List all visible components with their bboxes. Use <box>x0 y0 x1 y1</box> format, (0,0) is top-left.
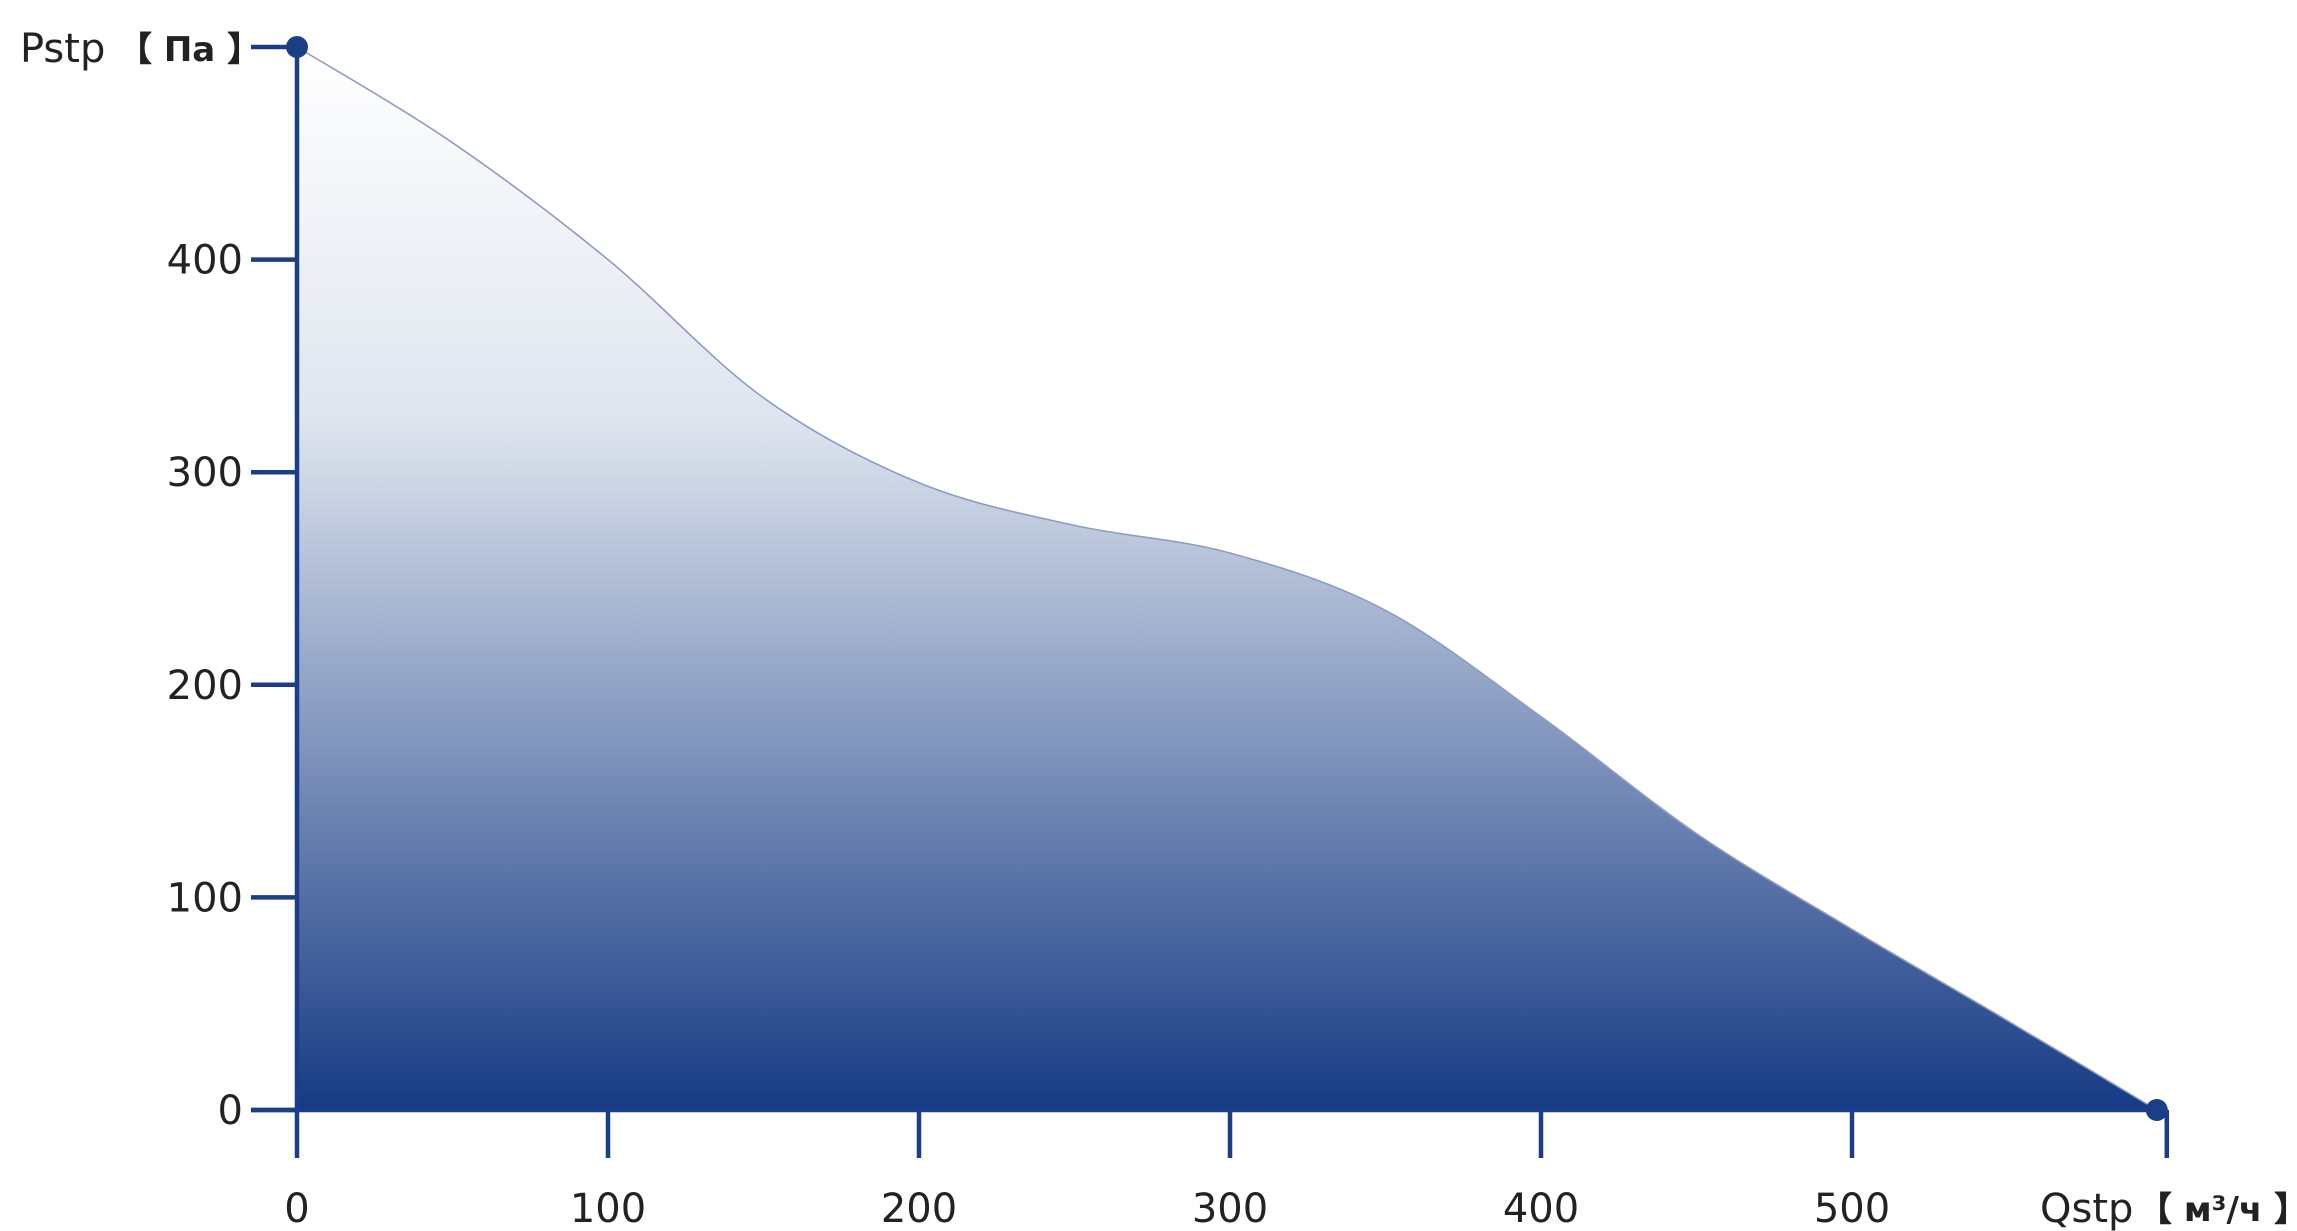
y-tick-label: 0 <box>218 1088 243 1134</box>
x-tick-label: 200 <box>881 1186 957 1231</box>
y-tick-label: 200 <box>167 663 243 709</box>
x-tick-label: 300 <box>1192 1186 1268 1231</box>
y-tick-label: 300 <box>167 450 243 496</box>
curve-end-marker <box>2145 1099 2168 1121</box>
x-tick-label: 100 <box>570 1186 646 1231</box>
y-axis-label: Pstp <box>20 26 105 72</box>
x-tick-label: 500 <box>1814 1186 1890 1231</box>
y-axis-unit: 【 Па 】 <box>118 30 261 70</box>
x-tick-label: 400 <box>1503 1186 1579 1231</box>
area-fill <box>297 47 2157 1110</box>
x-axis-label: Qstp <box>2040 1186 2133 1231</box>
area-layer <box>296 46 2158 1111</box>
series-curve <box>296 46 2158 1111</box>
label-layer: 0 100 200 300 400 0 100 200 300 400 500 Pstp 【 Па 】 Q… <box>20 26 2297 1231</box>
axis-layer <box>251 36 2170 1158</box>
y-tick-label: 100 <box>167 875 243 921</box>
y-tick-label: 400 <box>167 238 243 284</box>
x-axis-unit: 【 м³/ч 】 <box>2138 1190 2297 1230</box>
y-axis-end-marker <box>286 36 308 58</box>
x-tick-label: 0 <box>284 1186 309 1231</box>
